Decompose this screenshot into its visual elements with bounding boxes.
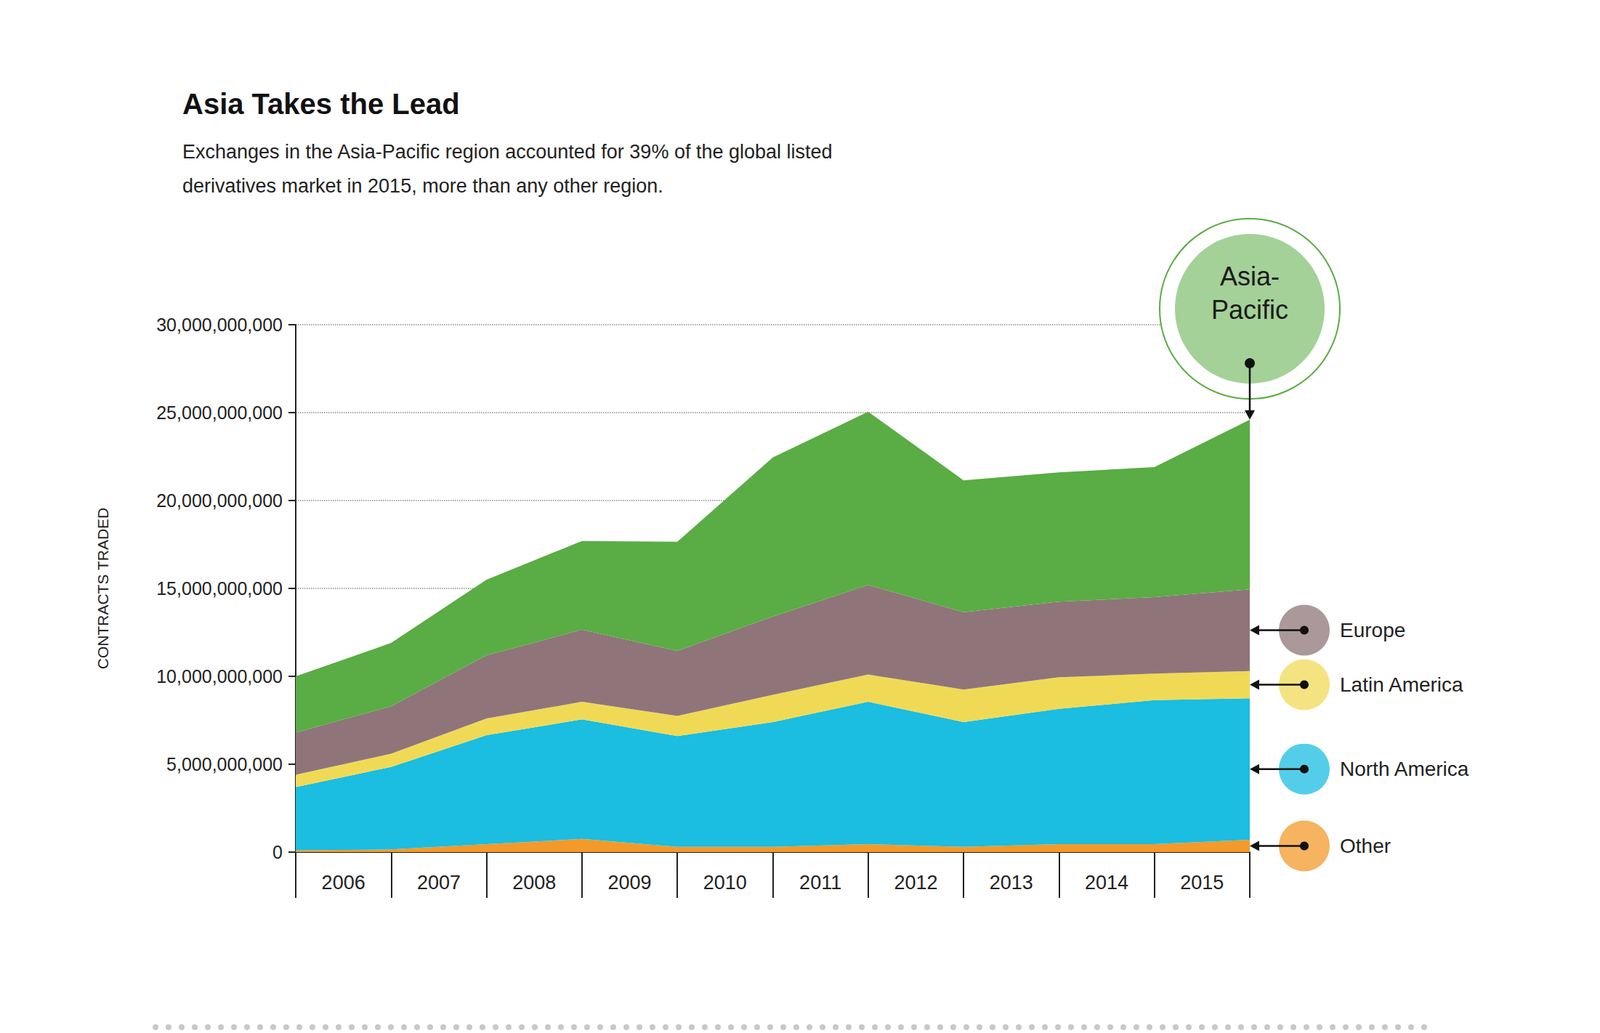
svg-text:25,000,000,000: 25,000,000,000 (156, 402, 283, 423)
svg-text:Europe: Europe (1339, 619, 1406, 642)
svg-text:Latin America: Latin America (1339, 673, 1464, 697)
svg-text:2009: 2009 (608, 871, 652, 894)
svg-text:2008: 2008 (512, 871, 556, 894)
svg-text:2010: 2010 (703, 871, 747, 894)
svg-text:15,000,000,000: 15,000,000,000 (156, 578, 283, 599)
svg-text:derivatives market in 2015, mo: derivatives market in 2015, more than an… (182, 175, 664, 197)
svg-text:CONTRACTS TRADED: CONTRACTS TRADED (94, 507, 112, 670)
svg-text:10,000,000,000: 10,000,000,000 (156, 666, 283, 687)
svg-text:0: 0 (272, 842, 283, 863)
svg-text:Exchanges in the Asia-Pacific: Exchanges in the Asia-Pacific region acc… (182, 140, 838, 163)
svg-text:2012: 2012 (893, 871, 938, 894)
svg-text:2011: 2011 (799, 871, 842, 894)
svg-text:Asia Takes the Lead: Asia Takes the Lead (182, 87, 460, 120)
svg-text:2013: 2013 (989, 871, 1034, 894)
svg-text:20,000,000,000: 20,000,000,000 (156, 490, 283, 511)
svg-text:Other: Other (1339, 834, 1391, 858)
svg-text:2014: 2014 (1084, 871, 1129, 894)
svg-text:Asia-: Asia- (1219, 261, 1280, 292)
svg-text:30,000,000,000: 30,000,000,000 (156, 314, 283, 335)
svg-text:2006: 2006 (321, 871, 366, 894)
svg-text:5,000,000,000: 5,000,000,000 (166, 754, 283, 775)
svg-text:2007: 2007 (417, 871, 461, 894)
svg-text:North America: North America (1339, 757, 1470, 781)
svg-text:Pacific: Pacific (1211, 295, 1289, 325)
svg-text:2015: 2015 (1180, 871, 1224, 894)
